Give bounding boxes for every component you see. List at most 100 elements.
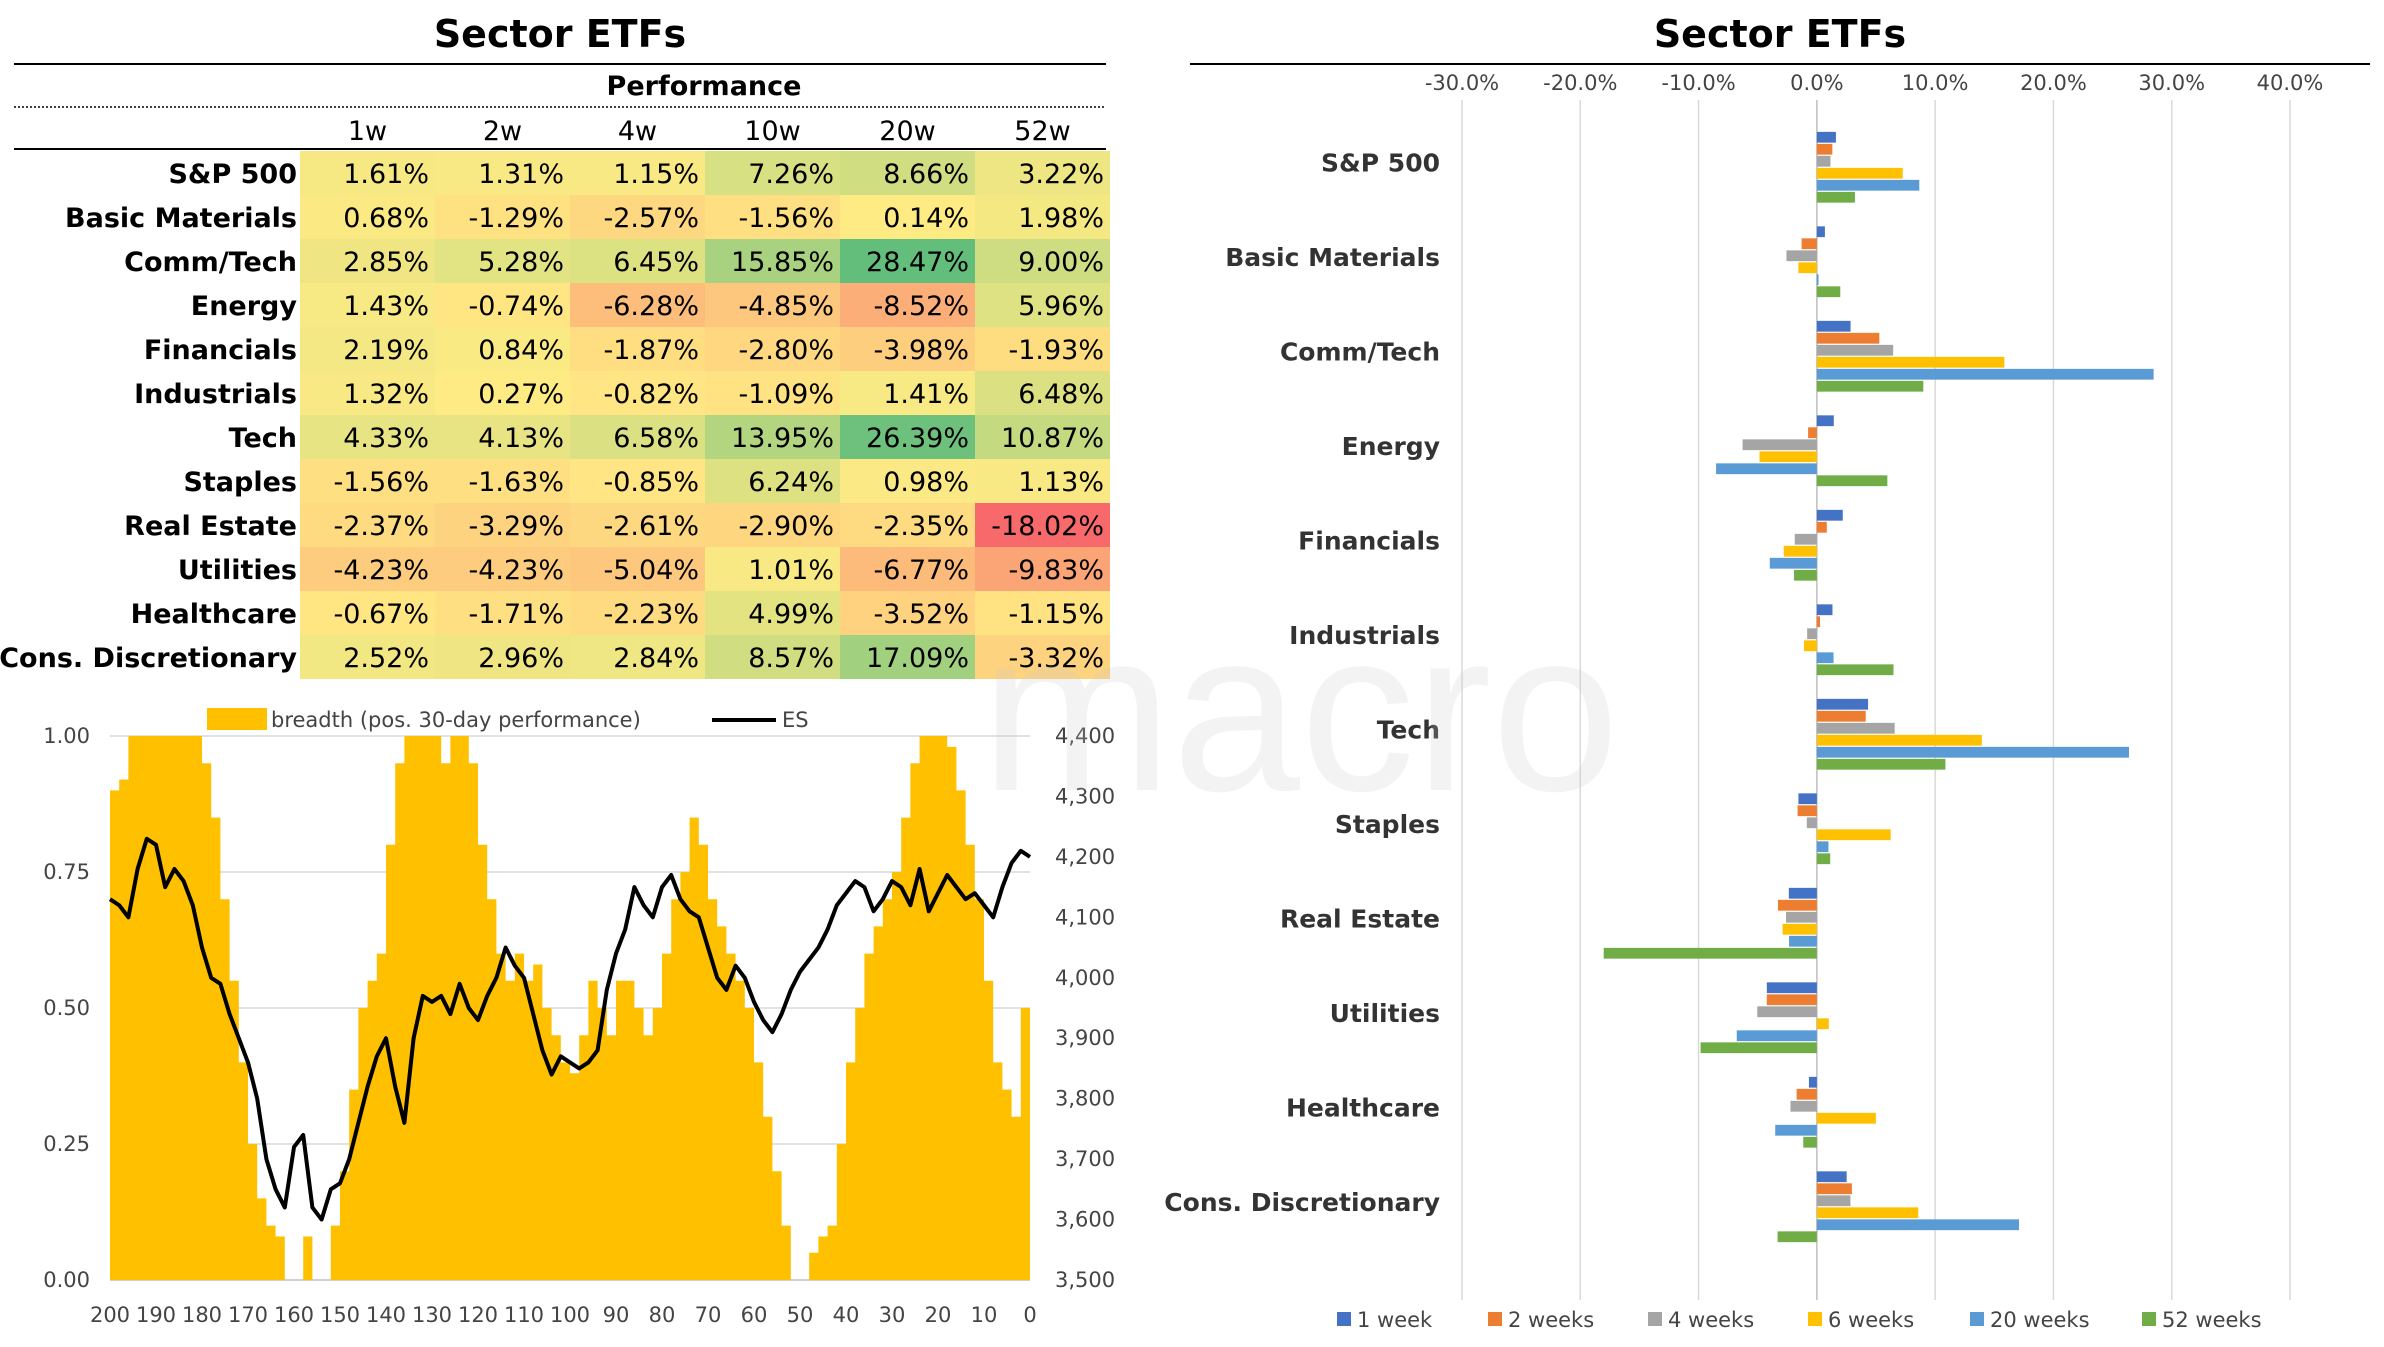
heatmap-cell-value: -18.02% <box>991 511 1104 542</box>
bar-mark <box>1816 652 1834 664</box>
bar-mark <box>1816 829 1891 841</box>
heatmap-cell <box>975 415 1110 459</box>
column-header-1w: 1w <box>348 116 387 147</box>
heatmap-cell <box>435 371 570 415</box>
bar-mark <box>1816 143 1833 155</box>
heatmap-cell-value: 2.52% <box>343 643 429 674</box>
table-title: Sector ETFs <box>434 12 686 56</box>
row-label: Energy <box>191 291 298 322</box>
heatmap-cell <box>705 635 840 679</box>
heatmap-cell-value: 8.57% <box>748 643 834 674</box>
bar-mark <box>1801 238 1817 250</box>
bar-mark <box>1816 356 2005 368</box>
bar-chart-legend: 1 week 2 weeks 4 weeks 6 weeks 20 weeks 52 we… <box>1337 1308 2262 1332</box>
bar-legend-label: 4 weeks <box>1668 1308 1754 1332</box>
heatmap-cell-value: 17.09% <box>866 643 969 674</box>
heatmap-cell <box>570 547 705 591</box>
bar-x-tick: -20.0% <box>1543 71 1617 95</box>
bar-mark <box>1816 344 1894 356</box>
row-label: Basic Materials <box>65 203 297 234</box>
heatmap-cell-value: -2.61% <box>603 511 699 542</box>
bar-x-tick: 10.0% <box>1902 71 1969 95</box>
table-row-labels: S&P 500 Basic Materials Comm/Tech Energy Fin… <box>0 159 297 674</box>
bar-category-label: S&P 500 <box>1321 148 1440 177</box>
breadth-x-tick: 200 <box>90 1303 130 1327</box>
breadth-x-tick: 80 <box>649 1303 676 1327</box>
column-header-10w: 10w <box>744 116 800 147</box>
bar-mark <box>1797 805 1817 817</box>
row-label: Comm/Tech <box>124 247 297 278</box>
heatmap-cell <box>300 503 435 547</box>
heatmap-cell <box>435 151 570 195</box>
bar-mark <box>1816 191 1855 203</box>
breadth-right-tick: 3,900 <box>1055 1026 1115 1050</box>
heatmap-cell <box>570 503 705 547</box>
bar-mark <box>1789 935 1817 947</box>
bar-mark <box>1816 131 1836 143</box>
heatmap-cell <box>975 547 1110 591</box>
bar-mark <box>1816 320 1851 332</box>
row-label: Industrials <box>134 379 297 410</box>
bar-mark <box>1816 179 1920 191</box>
heatmap-cell-value: 26.39% <box>866 423 969 454</box>
bar-category-label: Energy <box>1342 432 1440 461</box>
heatmap-cell <box>975 327 1110 371</box>
heatmap-cell-value: -2.35% <box>873 511 969 542</box>
heatmap-cell <box>300 547 435 591</box>
heatmap-cell <box>705 459 840 503</box>
heatmap-cell <box>300 239 435 283</box>
heatmap-cell-value: -1.71% <box>468 599 564 630</box>
heatmap-cell-value: -1.29% <box>468 203 564 234</box>
breadth-right-tick: 3,500 <box>1055 1268 1115 1292</box>
bar-mark <box>1757 1006 1817 1018</box>
heatmap-cell-value: 3.22% <box>1018 159 1104 190</box>
heatmap-cell-value: 8.66% <box>883 159 969 190</box>
heatmap-cell <box>300 195 435 239</box>
bar-marks <box>1603 131 2154 1243</box>
heatmap-cell-value: -0.74% <box>468 291 564 322</box>
breadth-x-tick: 190 <box>136 1303 176 1327</box>
breadth-right-tick: 4,300 <box>1055 784 1115 808</box>
bar-category-label: Comm/Tech <box>1280 337 1440 366</box>
bar-x-tick: 0.0% <box>1790 71 1843 95</box>
bar-mark <box>1816 853 1831 865</box>
breadth-x-tick: 100 <box>550 1303 590 1327</box>
bar-mark <box>1759 451 1817 463</box>
heatmap-cell-value: 13.95% <box>731 423 834 454</box>
heatmap-cell <box>705 283 840 327</box>
heatmap-cell-value: 9.00% <box>1018 247 1104 278</box>
bar-mark <box>1816 521 1827 533</box>
legend-breadth-swatch <box>207 708 267 730</box>
breadth-x-tick: 60 <box>741 1303 768 1327</box>
bar-category-label: Staples <box>1335 810 1440 839</box>
heatmap-cell <box>435 195 570 239</box>
heatmap-cell <box>300 459 435 503</box>
bar-x-axis-ticks: -30.0% -20.0% -10.0% 0.0% 10.0% 20.0% 30.0% 40.… <box>1425 71 2324 95</box>
heatmap-cell <box>570 195 705 239</box>
bar-mark <box>1816 734 1982 746</box>
breadth-x-tick: 40 <box>833 1303 860 1327</box>
bar-category-label: Tech <box>1377 715 1440 744</box>
bar-mark <box>1803 1136 1817 1148</box>
heatmap-cell-value: 0.98% <box>883 467 969 498</box>
bar-mark <box>1603 947 1817 959</box>
bar-mark <box>1777 1231 1817 1243</box>
heatmap-cell <box>975 283 1110 327</box>
heatmap-cell <box>705 415 840 459</box>
breadth-x-tick: 10 <box>971 1303 998 1327</box>
column-header-52w: 52w <box>1014 116 1070 147</box>
breadth-left-tick: 0.50 <box>43 996 90 1020</box>
bar-mark <box>1816 746 2130 758</box>
heatmap-cell-value: 1.43% <box>343 291 429 322</box>
bar-legend-swatch <box>1808 1312 1822 1326</box>
heatmap-cell <box>570 239 705 283</box>
breadth-es-chart: 1.00 0.75 0.50 0.25 0.00 4,400 4,300 4,200 4,10… <box>43 708 1115 1327</box>
bar-mark <box>1782 923 1817 935</box>
heatmap-cell <box>435 503 570 547</box>
heatmap-cell-value: 2.19% <box>343 335 429 366</box>
bar-legend-label: 2 weeks <box>1508 1308 1594 1332</box>
bar-x-tick: -10.0% <box>1661 71 1735 95</box>
heatmap-cell-value: 2.84% <box>613 643 699 674</box>
heatmap-cell <box>705 371 840 415</box>
bar-mark <box>1742 439 1817 451</box>
